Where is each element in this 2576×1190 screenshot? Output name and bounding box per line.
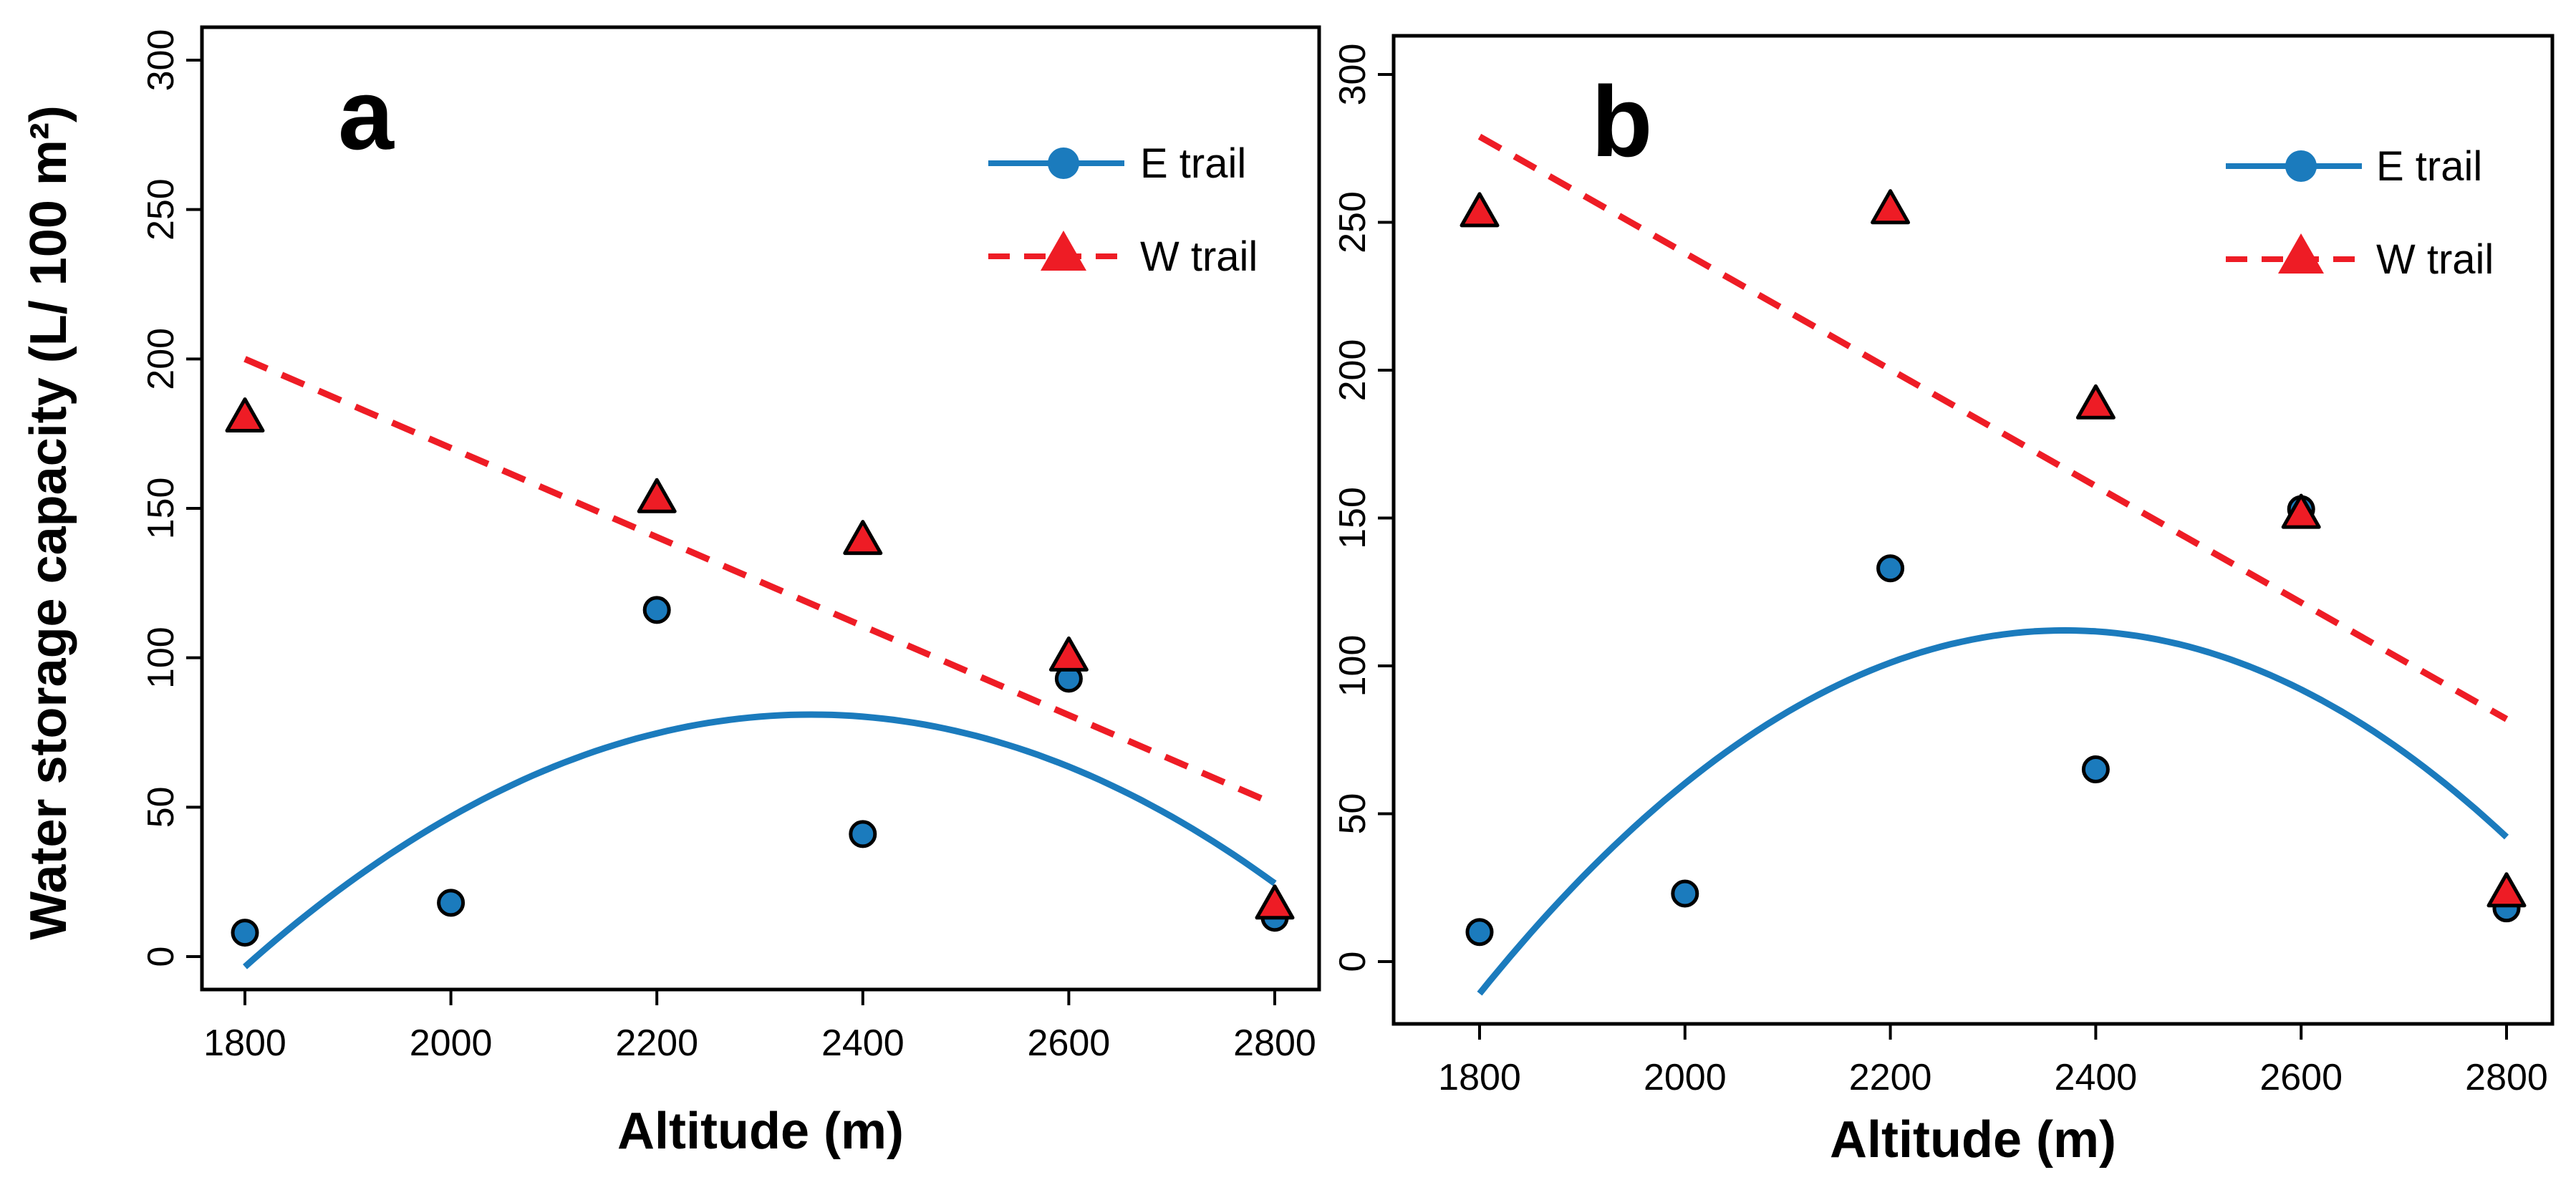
y-tick-label-a-5: 250 bbox=[140, 178, 182, 241]
point-e-trail-b-0 bbox=[1465, 918, 1494, 947]
legend-label-b-0: E trail bbox=[2376, 143, 2482, 190]
x-tick-label-b-5: 2800 bbox=[2465, 1057, 2548, 1098]
point-e-trail-a-1 bbox=[437, 889, 465, 917]
fit-lines-a bbox=[243, 356, 1277, 969]
y-tick-label-b-1: 50 bbox=[1332, 793, 1374, 835]
y-tick-label-a-2: 100 bbox=[140, 627, 182, 689]
point-w-trail-a-0 bbox=[225, 397, 265, 433]
fit-line-w-trail-b bbox=[1477, 133, 2509, 722]
y-axis-a: 0 50 100 150 200 250 300 bbox=[140, 29, 202, 967]
panel-label-a: a bbox=[338, 58, 395, 170]
point-w-trail-a-3 bbox=[1048, 636, 1089, 672]
x-tick-label-a-1: 2000 bbox=[410, 1022, 493, 1064]
y-tick-label-b-0: 0 bbox=[1332, 952, 1374, 972]
y-tick-label-b-3: 150 bbox=[1332, 487, 1374, 549]
x-axis-b: 1800 2000 2200 2400 2600 2800 bbox=[1438, 1024, 2548, 1098]
x-tick-label-b-3: 2400 bbox=[2055, 1057, 2138, 1098]
y-tick-label-b-2: 100 bbox=[1332, 635, 1374, 697]
x-tick-label-a-2: 2200 bbox=[615, 1022, 698, 1064]
plot-frame-b bbox=[1391, 34, 2555, 1026]
point-e-trail-a-0 bbox=[231, 919, 259, 947]
y-tick-label-a-3: 150 bbox=[140, 478, 182, 540]
y-tick-label-b-4: 200 bbox=[1332, 339, 1374, 402]
legend-label-a-1: W trail bbox=[1140, 233, 1258, 280]
legend-marker-w-trail-b bbox=[2278, 233, 2324, 274]
legend-a: E trail W trail bbox=[988, 140, 1258, 280]
fit-curve-e-trail-a bbox=[243, 711, 1277, 969]
fit-lines-b bbox=[1477, 133, 2509, 996]
point-w-trail-b-2 bbox=[2075, 384, 2116, 420]
point-e-trail-b-1 bbox=[1671, 879, 1699, 908]
y-axis-title: Water storage capacity (L/ 100 m²) bbox=[20, 105, 77, 940]
panel-label-b: b bbox=[1591, 65, 1653, 178]
point-e-trail-b-3 bbox=[2081, 755, 2110, 784]
x-tick-label-b-1: 2000 bbox=[1644, 1057, 1727, 1098]
x-axis-title-b: Altitude (m) bbox=[1830, 1111, 2116, 1169]
x-axis-a: 1800 2000 2200 2400 2600 2800 bbox=[203, 990, 1316, 1064]
x-axis-title-a: Altitude (m) bbox=[617, 1103, 904, 1160]
point-w-trail-b-3 bbox=[2281, 493, 2321, 529]
data-points-b bbox=[1460, 189, 2527, 947]
fit-line-w-trail-a bbox=[243, 356, 1276, 808]
y-tick-label-a-1: 50 bbox=[140, 786, 182, 828]
x-tick-label-b-0: 1800 bbox=[1438, 1057, 1521, 1098]
data-points-a bbox=[225, 397, 1295, 947]
legend-marker-e-trail-a bbox=[1048, 147, 1079, 179]
point-e-trail-a-2 bbox=[642, 596, 671, 624]
y-tick-label-a-0: 0 bbox=[140, 947, 182, 967]
chart-panel-b: 0 50 100 150 200 250 300 1800 2000 2200 2400 2600 2… bbox=[1332, 34, 2555, 1169]
chart-panel-a: 0 50 100 150 200 250 300 1800 2000 2200 2400 2600 2… bbox=[140, 25, 1321, 1160]
x-tick-label-a-0: 1800 bbox=[203, 1022, 286, 1064]
point-e-trail-a-3 bbox=[849, 820, 877, 848]
y-tick-label-a-4: 200 bbox=[140, 328, 182, 390]
x-tick-label-a-3: 2400 bbox=[821, 1022, 905, 1064]
x-tick-label-b-2: 2200 bbox=[1849, 1057, 1932, 1098]
point-w-trail-a-2 bbox=[843, 520, 883, 556]
point-w-trail-b-0 bbox=[1460, 192, 1500, 228]
legend-label-a-0: E trail bbox=[1140, 140, 1246, 187]
y-tick-label-b-6: 300 bbox=[1332, 44, 1374, 106]
point-e-trail-b-2 bbox=[1876, 554, 1905, 583]
legend-label-b-1: W trail bbox=[2376, 236, 2494, 283]
legend-b: E trail W trail bbox=[2226, 143, 2494, 283]
legend-marker-e-trail-b bbox=[2285, 150, 2317, 182]
point-w-trail-a-4 bbox=[1255, 884, 1295, 920]
y-axis-b: 0 50 100 150 200 250 300 bbox=[1332, 44, 1394, 972]
point-w-trail-b-4 bbox=[2486, 872, 2527, 908]
point-w-trail-a-1 bbox=[637, 478, 677, 513]
fit-curve-e-trail-b bbox=[1477, 627, 2509, 996]
x-tick-label-b-4: 2600 bbox=[2259, 1057, 2343, 1098]
point-w-trail-b-1 bbox=[1871, 189, 1911, 225]
y-tick-label-a-6: 300 bbox=[140, 29, 182, 92]
x-tick-label-a-5: 2800 bbox=[1233, 1022, 1316, 1064]
x-tick-label-a-4: 2600 bbox=[1028, 1022, 1111, 1064]
legend-marker-w-trail-a bbox=[1041, 231, 1086, 271]
y-tick-label-b-5: 250 bbox=[1332, 191, 1374, 253]
